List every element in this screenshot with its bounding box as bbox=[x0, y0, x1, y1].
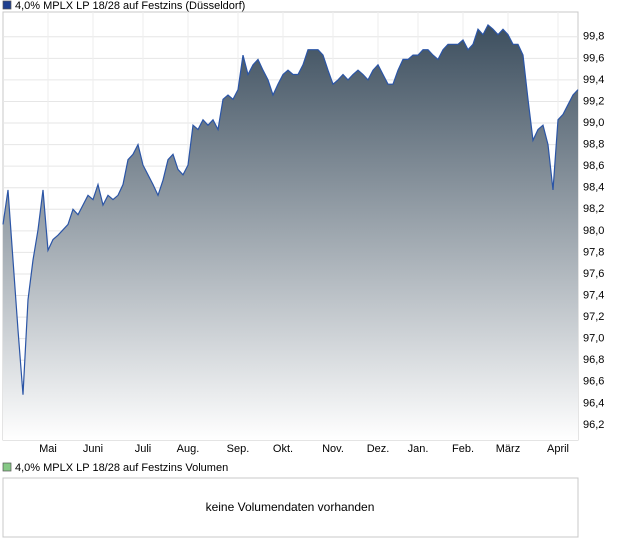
y-tick-label: 97,4 bbox=[583, 289, 604, 301]
x-tick-label: Nov. bbox=[322, 443, 344, 455]
y-tick-label: 99,4 bbox=[583, 74, 604, 86]
x-tick-label: Jan. bbox=[408, 443, 429, 455]
y-tick-label: 99,2 bbox=[583, 95, 604, 107]
y-tick-label: 96,6 bbox=[583, 376, 604, 388]
line bbox=[2, 23, 579, 395]
x-tick-label: Aug. bbox=[177, 443, 200, 455]
y-tick-label: 96,8 bbox=[583, 354, 604, 366]
x-tick-label: Juni bbox=[83, 443, 103, 455]
y-tick-label: 99,6 bbox=[583, 52, 604, 64]
legend-swatch bbox=[2, 0, 12, 10]
y-tick-label: 99,0 bbox=[583, 117, 604, 129]
x-tick-label: Dez. bbox=[367, 443, 390, 455]
chart-title: 4,0% MPLX LP 18/28 auf Festzins (Düsseld… bbox=[15, 0, 245, 12]
volume-frame bbox=[2, 477, 579, 538]
y-tick-label: 97,0 bbox=[583, 333, 604, 345]
y-tick-label: 98,8 bbox=[583, 139, 604, 151]
legend-swatch bbox=[2, 462, 12, 472]
y-tick-label: 97,8 bbox=[583, 246, 604, 258]
x-tick-label: Juli bbox=[135, 443, 152, 455]
x-tick-label: Feb. bbox=[452, 443, 474, 455]
y-tick-label: 96,4 bbox=[583, 397, 604, 409]
y-tick-label: 97,2 bbox=[583, 311, 604, 323]
x-tick-label: Mai bbox=[39, 443, 57, 455]
y-tick-label: 96,2 bbox=[583, 419, 604, 431]
y-tick-label: 98,4 bbox=[583, 182, 604, 194]
y-tick-label: 98,0 bbox=[583, 225, 604, 237]
y-tick-label: 99,8 bbox=[583, 31, 604, 43]
y-tick-label: 98,6 bbox=[583, 160, 604, 172]
y-tick-label: 97,6 bbox=[583, 268, 604, 280]
x-tick-label: März bbox=[496, 443, 520, 455]
area bbox=[3, 24, 578, 441]
volume-message: keine Volumendaten vorhanden bbox=[206, 500, 375, 514]
volume-title: 4,0% MPLX LP 18/28 auf Festzins Volumen bbox=[15, 462, 228, 474]
x-tick-label: Sep. bbox=[227, 443, 250, 455]
y-tick-label: 98,2 bbox=[583, 203, 604, 215]
x-tick-label: Okt. bbox=[273, 443, 293, 455]
x-tick-label: April bbox=[547, 443, 569, 455]
